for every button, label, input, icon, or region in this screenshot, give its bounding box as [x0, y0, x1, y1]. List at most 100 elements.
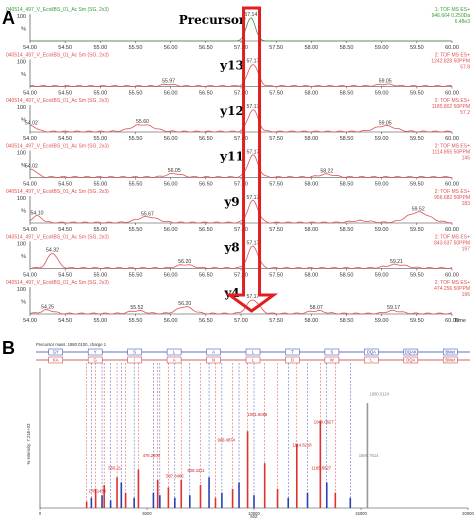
peak-label: 54.25 — [41, 305, 54, 311]
x-tick-label: 59.00 — [375, 273, 389, 279]
x-tick-label: 56.00 — [164, 273, 178, 279]
trace-info: 946.664 0.250Da — [432, 13, 471, 19]
trace-info: 1: TOF MS ES+ — [435, 7, 470, 13]
x-tick-label: 59.50 — [410, 273, 424, 279]
trace-info: 474.256 50PPM — [434, 286, 470, 292]
trace-info: 6.48e3 — [455, 19, 471, 25]
trace-header: 040514_497_V_EcoliBS_01_Ac Sm (SG, 2x3) — [6, 144, 109, 150]
x-tick-label: 55.50 — [129, 227, 143, 233]
panel-a-chromatograms: 040514_497_V_EcoliBS_01_Ac Sm (SG, 2x3) 1… — [6, 6, 471, 324]
trace-info: 196 — [462, 292, 471, 298]
spectrum-ylabel: % Intensity: 7.21E+03 — [26, 423, 31, 465]
sequence-top-residue: GY — [53, 350, 59, 355]
trace-name: y9 — [223, 195, 239, 209]
trace-info: 1185.802 50PPM — [432, 104, 470, 110]
x-tick-label: 58.00 — [304, 45, 318, 51]
trace-info: 145 — [462, 156, 471, 162]
x-tick-label: 59.50 — [410, 182, 424, 188]
x-tick-label: 57.00 — [234, 182, 248, 188]
x-tick-label: 56.50 — [199, 227, 213, 233]
y-unit: % — [21, 209, 26, 215]
x-tick-label: 60.00 — [445, 45, 459, 51]
x-tick-label: 57.00 — [234, 318, 248, 324]
x-tick-label: 54.00 — [23, 182, 37, 188]
x-tick-label: 57.50 — [269, 227, 283, 233]
x-tick-label: 59.50 — [410, 45, 424, 51]
trace-y8: 040514_497_V_EcoliBS_01_Ac Sm (SG, 2x3) 2… — [6, 235, 470, 279]
trace-info: 183 — [462, 201, 471, 207]
trace-name: y12 — [219, 104, 244, 118]
peak-label: 59.05 — [379, 120, 392, 126]
x-tick-label: 58.50 — [340, 45, 354, 51]
sequence-top-residue: BMet — [445, 350, 456, 355]
x-tick-label: 54.50 — [58, 136, 72, 142]
trace-name: y13 — [219, 59, 244, 73]
y-max-tick: 100 — [17, 60, 26, 66]
x-tick-label: 54.00 — [23, 273, 37, 279]
sequence-top-residue: DQA — [367, 350, 376, 355]
x-tick-label: 59.50 — [410, 227, 424, 233]
trace-info: 956.682 50PPM — [434, 195, 470, 201]
trace-line — [30, 17, 452, 42]
sequence-top-residue: A — [212, 350, 215, 355]
spectrum-x-tick-label: 0 — [39, 511, 42, 516]
x-tick-label: 58.50 — [340, 91, 354, 97]
sequence-top-residue-box — [206, 348, 221, 356]
y-unit: % — [21, 254, 26, 260]
trace-info: 2: TOF MS ES+ — [435, 144, 470, 150]
peak-label: 56.05 — [168, 168, 181, 174]
panel-b-ms-ms-spectrum: Precursor mass: 1880.0100, charge 1 GY Y S L… — [26, 342, 474, 519]
sequence-bottom-residue-box — [48, 356, 63, 364]
peak-label: 55.60 — [136, 119, 149, 125]
spectrum-peak-label: 1880.7614 — [359, 453, 379, 458]
spectrum-title: Precursor mass: 1880.0100, charge 1 — [36, 342, 107, 347]
y-max-tick: 100 — [17, 151, 26, 157]
x-tick-label: 59.50 — [410, 136, 424, 142]
sequence-top-residue: S — [133, 350, 136, 355]
x-tick-label: 55.00 — [93, 136, 107, 142]
sequence-top-residue-box — [127, 348, 142, 356]
x-tick-label: 56.50 — [199, 45, 213, 51]
peak-label: 54.02 — [25, 163, 38, 169]
trace-y9: 040514_497_V_EcoliBS_01_Ac Sm (SG, 2x3) 2… — [6, 189, 470, 233]
trace-header: 040514_497_V_EcoliBS_01_Ac Sm (SG, 2x3) — [6, 235, 109, 241]
spectrum-peak-label: 1114.8218 — [292, 443, 312, 448]
trace-name: Precursor — [179, 13, 246, 27]
x-tick-label: 58.00 — [304, 91, 318, 97]
trace-info: 2: TOF MS ES+ — [435, 53, 470, 59]
trace-name: y8 — [223, 241, 239, 255]
x-tick-label: 59.00 — [375, 227, 389, 233]
x-tick-label: 54.50 — [58, 273, 72, 279]
y-max-tick: 100 — [17, 196, 26, 202]
x-tick-label: 54.50 — [58, 182, 72, 188]
peak-label: 57.14 — [244, 12, 257, 18]
peak-label: 57.17 — [246, 150, 259, 156]
y-max-tick: 100 — [17, 14, 26, 20]
x-tick-label: 55.00 — [93, 182, 107, 188]
x-tick-label: 56.00 — [164, 136, 178, 142]
x-tick-label: 54.50 — [58, 318, 72, 324]
sequence-bottom-residue-box — [403, 356, 419, 364]
spectrum-peak-label: 556.21 — [108, 466, 121, 471]
trace-line — [30, 109, 453, 133]
x-tick-label: 55.50 — [129, 273, 143, 279]
sequence-bottom-residue-box — [443, 356, 458, 364]
peak-label: 59.21 — [390, 259, 403, 265]
sequence-top-residue: L — [252, 350, 255, 355]
y-max-tick: 100 — [17, 242, 26, 248]
x-tick-label: 57.50 — [269, 136, 283, 142]
x-tick-label: 58.00 — [304, 273, 318, 279]
sequence-bottom-residue-box — [166, 356, 182, 364]
spectrum-x-tick-label: 5000 — [142, 511, 152, 516]
x-tick-label: 59.00 — [375, 136, 389, 142]
x-tick-label: 56.00 — [164, 318, 178, 324]
x-tick-label: 60.00 — [445, 91, 459, 97]
x-tick-label: 57.00 — [234, 91, 248, 97]
sequence-top-residue: L — [173, 350, 176, 355]
x-tick-label: 56.00 — [164, 45, 178, 51]
peak-label: 55.52 — [130, 305, 143, 311]
trace-info: 2: TOF MS ES+ — [435, 280, 470, 286]
x-tick-label: 58.50 — [340, 136, 354, 142]
x-tick-label: 60.00 — [445, 273, 459, 279]
